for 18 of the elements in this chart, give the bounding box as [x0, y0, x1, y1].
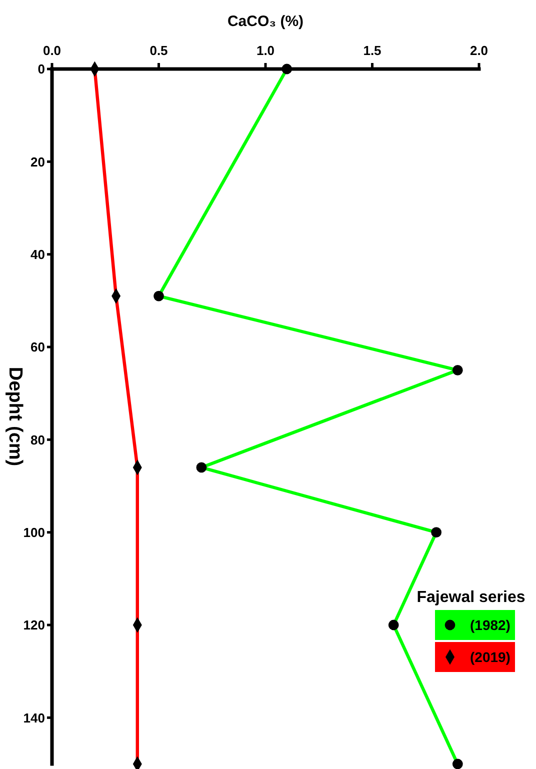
y-tick-label: 0	[38, 62, 45, 77]
x-tick-label: 1.5	[363, 43, 382, 58]
y-tick-label: 120	[23, 618, 45, 633]
legend-label: (2019)	[470, 649, 510, 666]
y-tick-label: 60	[30, 340, 45, 355]
x-axis-title: CaCO₃ (%)	[227, 13, 304, 30]
legend-label: (1982)	[470, 617, 510, 634]
y-tick-label: 140	[23, 710, 45, 726]
x-tick-label: 0.5	[150, 43, 168, 58]
x-tick-label: 0.0	[42, 43, 62, 58]
x-tick-label: 1.0	[256, 43, 275, 58]
y-tick-label: 20	[30, 154, 45, 170]
legend-title: Fajewal series	[416, 589, 526, 606]
y-tick-label: 80	[30, 432, 45, 448]
y-tick-label: 40	[30, 247, 45, 262]
x-tick-label: 2.0	[470, 43, 488, 58]
y-axis-title: Depht (cm)	[4, 366, 26, 466]
y-tick-label: 100	[23, 525, 45, 540]
